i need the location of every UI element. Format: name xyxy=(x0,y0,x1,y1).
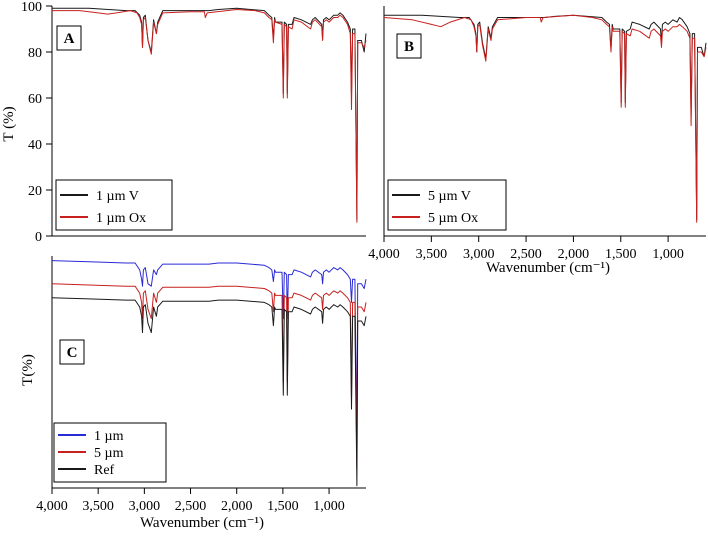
panel-c-y-axis-title: T(%) xyxy=(20,354,36,386)
panel-c-x-tick-label: 3,500 xyxy=(82,499,114,514)
panel-a-tag-box xyxy=(56,25,82,51)
panel-b-x-tick-label: 2,000 xyxy=(558,247,590,262)
series-line-b-1 xyxy=(383,14,707,223)
panel-c-x-tick-label: 1,500 xyxy=(267,499,299,514)
panel-b-x-tick-label: 1,000 xyxy=(652,247,684,262)
panel-b: 4,000 3,500 3,000 2,500 2,000 1,500 1,000 Wave… xyxy=(368,6,707,276)
panel-b-series xyxy=(383,14,707,223)
panel-c-tag: C xyxy=(67,345,78,361)
series-line-c-2 xyxy=(51,297,367,487)
panel-b-x-tick-label: 3,000 xyxy=(463,247,495,262)
panel-c-series xyxy=(51,260,367,487)
panel-a-y-tick-label: 80 xyxy=(28,46,42,61)
panel-b-legend-label: 5 µm Ox xyxy=(428,211,478,226)
panel-c-x-tick-label: 2,000 xyxy=(221,499,253,514)
panel-b-x-tick-label: 4,000 xyxy=(368,247,400,262)
panel-a-y-ticks: 0 20 40 60 80 100 xyxy=(21,0,52,245)
panel-c-legend-label: 5 µm xyxy=(94,446,124,461)
panel-a-legend-label: 1 µm Ox xyxy=(96,211,146,226)
panel-b-x-tick-label: 1,500 xyxy=(605,247,637,262)
panel-c-x-axis-title: Wavenumber (cm⁻¹) xyxy=(140,515,264,531)
panel-b-x-ticks: 4,000 3,500 3,000 2,500 2,000 1,500 1,000 xyxy=(368,236,684,262)
series-line-c-1 xyxy=(51,283,367,470)
series-line-a-1 xyxy=(52,9,367,223)
panel-c: 4,000 3,500 3,000 2,500 2,000 1,500 1,000 Wave… xyxy=(20,256,367,531)
panel-a-legend xyxy=(55,179,173,231)
panel-a-y-tick-label: 0 xyxy=(35,230,42,245)
panel-a-tag: A xyxy=(64,31,75,47)
panel-c-x-tick-label: 4,000 xyxy=(36,499,68,514)
panel-a-series xyxy=(52,7,367,223)
panel-c-x-ticks: 4,000 3,500 3,000 2,500 2,000 1,500 1,000 xyxy=(36,488,345,514)
panel-a-legend-entries: 1 µm V 1 µm Ox xyxy=(60,189,146,226)
panel-c-legend-label: 1 µm xyxy=(94,429,124,444)
panel-c-legend-entries: 1 µm 5 µm Ref xyxy=(58,429,124,478)
panel-b-tag-box xyxy=(396,33,422,59)
series-line-c-0 xyxy=(51,260,367,443)
panel-c-legend-label: Ref xyxy=(94,463,115,478)
panel-b-x-tick-label: 2,500 xyxy=(510,247,542,262)
panel-b-tag: B xyxy=(404,39,414,55)
panel-c-x-tick-label: 1,000 xyxy=(313,499,345,514)
panel-b-legend-label: 5 µm V xyxy=(428,189,471,204)
panel-b-legend-entries: 5 µm V 5 µm Ox xyxy=(392,189,478,226)
panel-a-y-tick-label: 60 xyxy=(28,92,42,107)
panel-b-legend xyxy=(387,179,507,231)
panel-a: 0 20 40 60 80 100 T (%) A 1 µm V 1 µm Ox xyxy=(1,0,367,245)
panel-b-x-axis-title: Wavenumber (cm⁻¹) xyxy=(486,260,610,276)
panel-c-tag-box xyxy=(59,339,85,365)
panel-c-x-tick-label: 3,000 xyxy=(129,499,161,514)
panel-a-y-axis-title: T (%) xyxy=(1,106,17,141)
panel-c-x-tick-label: 2,500 xyxy=(175,499,207,514)
panel-a-y-tick-label: 100 xyxy=(21,0,42,15)
panel-b-x-tick-label: 3,500 xyxy=(416,247,448,262)
panel-a-legend-label: 1 µm V xyxy=(96,189,139,204)
panel-a-y-tick-label: 20 xyxy=(28,184,42,199)
panel-a-y-tick-label: 40 xyxy=(28,138,42,153)
